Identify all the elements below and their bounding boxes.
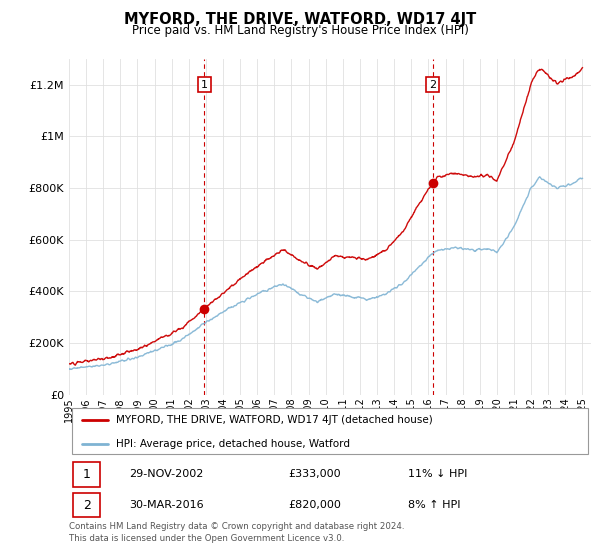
FancyBboxPatch shape [71, 408, 589, 454]
Text: MYFORD, THE DRIVE, WATFORD, WD17 4JT (detached house): MYFORD, THE DRIVE, WATFORD, WD17 4JT (de… [116, 414, 433, 424]
Text: Contains HM Land Registry data © Crown copyright and database right 2024.
This d: Contains HM Land Registry data © Crown c… [69, 522, 404, 543]
Text: Price paid vs. HM Land Registry's House Price Index (HPI): Price paid vs. HM Land Registry's House … [131, 24, 469, 37]
Text: 11% ↓ HPI: 11% ↓ HPI [409, 469, 467, 479]
Text: 8% ↑ HPI: 8% ↑ HPI [409, 500, 461, 510]
FancyBboxPatch shape [73, 493, 100, 517]
Text: £333,000: £333,000 [288, 469, 341, 479]
Text: 1: 1 [83, 468, 91, 481]
Text: 30-MAR-2016: 30-MAR-2016 [129, 500, 203, 510]
Text: 2: 2 [83, 498, 91, 511]
Text: 1: 1 [201, 80, 208, 90]
FancyBboxPatch shape [73, 462, 100, 487]
Text: 2: 2 [429, 80, 436, 90]
Text: £820,000: £820,000 [288, 500, 341, 510]
Text: HPI: Average price, detached house, Watford: HPI: Average price, detached house, Watf… [116, 439, 350, 449]
Text: MYFORD, THE DRIVE, WATFORD, WD17 4JT: MYFORD, THE DRIVE, WATFORD, WD17 4JT [124, 12, 476, 27]
Text: 29-NOV-2002: 29-NOV-2002 [129, 469, 203, 479]
